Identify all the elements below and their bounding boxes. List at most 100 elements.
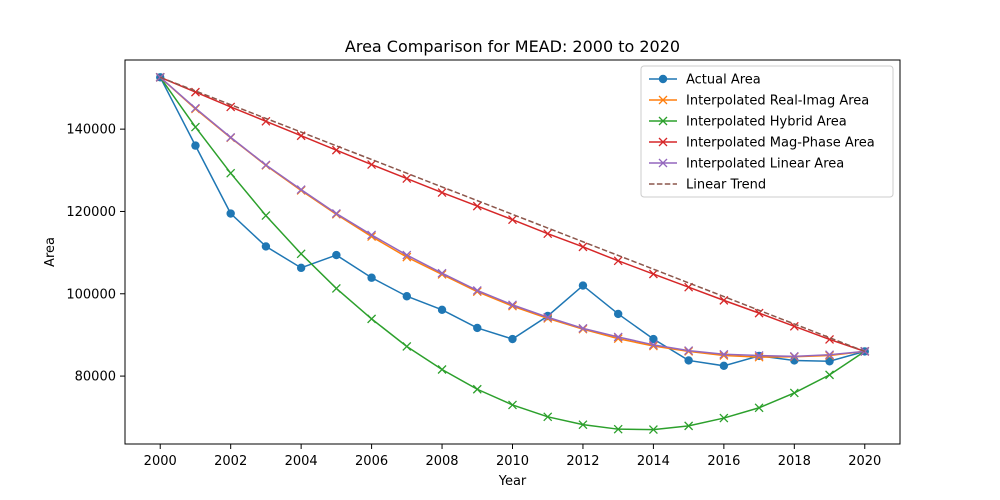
data-point (402, 250, 412, 260)
data-point (473, 323, 482, 333)
data-point (367, 160, 377, 169)
data-point (754, 351, 764, 360)
data-point (684, 421, 694, 431)
legend-label: Linear Trend (686, 178, 766, 193)
data-point (472, 384, 482, 394)
legend-item: Interpolated Hybrid Area (649, 115, 847, 130)
data-point (437, 188, 447, 197)
x-tick-label: 2010 (496, 454, 529, 469)
legend-item: Interpolated Linear Area (649, 157, 844, 172)
data-point (190, 103, 200, 113)
data-point (402, 252, 412, 262)
data-point (296, 185, 306, 195)
data-point (684, 346, 694, 356)
data-point (613, 332, 623, 342)
data-point (578, 242, 588, 252)
data-point (613, 309, 623, 319)
data-point (296, 249, 306, 259)
data-point (860, 346, 870, 356)
data-point (472, 201, 482, 211)
data-point (719, 349, 729, 359)
data-point (613, 256, 623, 266)
x-tick-label: 2000 (144, 454, 177, 469)
data-point (648, 425, 658, 435)
data-point (508, 400, 517, 410)
data-point (296, 263, 306, 273)
data-point (367, 314, 377, 324)
x-tick-label: 2016 (707, 454, 740, 469)
data-point (437, 365, 447, 374)
data-point (155, 72, 165, 82)
data-point (543, 312, 553, 322)
data-point (789, 388, 799, 398)
data-point (754, 403, 764, 413)
legend-label: Actual Area (686, 73, 761, 88)
series-actual-area (156, 73, 869, 371)
legend-marker (658, 116, 668, 126)
data-point (613, 424, 623, 434)
chart-title: Area Comparison for MEAD: 2000 to 2020 (345, 37, 680, 56)
data-point (684, 356, 693, 365)
x-tick-label: 2018 (778, 454, 811, 469)
data-point (754, 352, 764, 362)
legend-label: Interpolated Hybrid Area (686, 115, 847, 130)
data-point (402, 292, 412, 301)
x-tick-label: 2002 (214, 454, 247, 469)
plot-area (155, 72, 870, 435)
data-point (789, 351, 799, 361)
legend-marker (658, 137, 668, 147)
data-point (825, 357, 834, 366)
x-tick-label: 2006 (355, 454, 388, 469)
x-axis-title: Year (498, 474, 527, 489)
y-tick-label: 80000 (75, 370, 116, 385)
legend-marker (658, 158, 668, 168)
data-point (508, 334, 517, 344)
data-point (332, 250, 341, 260)
series-interpolated-hybrid-area (155, 72, 870, 435)
data-point (226, 132, 236, 142)
y-tick-label: 120000 (66, 205, 116, 220)
legend-box (640, 65, 894, 198)
data-point (261, 211, 271, 221)
legend: Actual Area Interpolated Real-Imag Area In… (640, 65, 894, 198)
data-point (472, 286, 482, 295)
x-tick-label: 2008 (425, 454, 458, 469)
legend-marker (658, 74, 668, 84)
y-tick-label: 140000 (66, 123, 116, 138)
data-point (437, 305, 447, 315)
data-point (226, 168, 236, 178)
data-point (261, 242, 271, 251)
data-point (825, 370, 835, 380)
data-point (191, 141, 200, 150)
data-point (719, 351, 729, 360)
data-point (508, 300, 517, 310)
data-point (367, 230, 377, 240)
data-point (226, 209, 235, 218)
legend-item: Interpolated Real-Imag Area (649, 94, 869, 109)
legend-item: Interpolated Mag-Phase Area (649, 136, 875, 151)
data-point (648, 340, 658, 350)
legend-label: Interpolated Real-Imag Area (686, 94, 869, 109)
data-point (719, 295, 729, 305)
data-point (367, 273, 376, 282)
data-point (331, 283, 341, 293)
legend-label: Interpolated Mag-Phase Area (686, 136, 875, 151)
data-point (719, 361, 729, 371)
x-tick-label: 2020 (848, 454, 881, 469)
data-point (578, 281, 588, 290)
x-axis: 2000 2002 2004 2006 2008 2010 2012 2014 2016 2018… (144, 444, 881, 469)
data-point (578, 323, 588, 333)
data-point (648, 341, 658, 351)
x-tick-label: 2004 (285, 454, 318, 469)
y-axis: 80000 100000 120000 140000 (66, 123, 125, 385)
data-point (754, 308, 764, 318)
data-point (649, 334, 658, 344)
data-point (543, 229, 553, 239)
legend-item: Actual Area (649, 73, 761, 88)
data-point (402, 174, 412, 183)
data-point (578, 420, 588, 430)
data-point (261, 160, 271, 170)
x-tick-label: 2014 (637, 454, 670, 469)
data-point (437, 268, 447, 278)
